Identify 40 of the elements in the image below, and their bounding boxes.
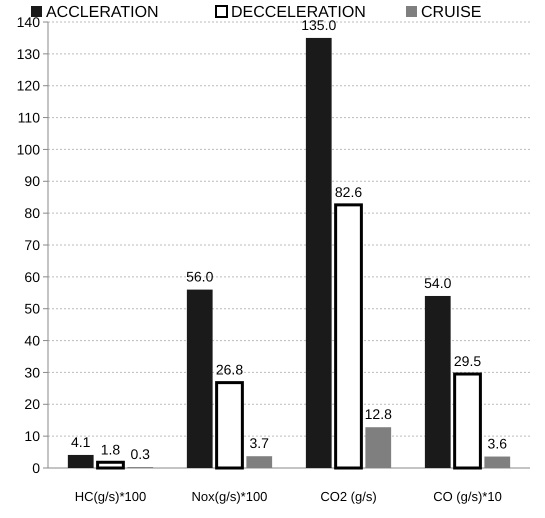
y-tick-label: 20 bbox=[24, 396, 40, 412]
x-tick-label: CO2 (g/s) bbox=[320, 489, 377, 504]
bar bbox=[215, 381, 244, 470]
data-label: 82.6 bbox=[334, 184, 362, 200]
bar bbox=[68, 454, 94, 468]
data-label: 29.5 bbox=[454, 353, 482, 370]
data-label: 56.0 bbox=[186, 268, 214, 285]
y-tick-label: 70 bbox=[24, 236, 40, 253]
data-label: 0.3 bbox=[130, 446, 150, 462]
data-label: 3.6 bbox=[488, 436, 508, 452]
x-tick-label: Nox(g/s)*100 bbox=[192, 489, 268, 504]
data-label: 26.8 bbox=[216, 362, 244, 378]
y-tick-label: 10 bbox=[24, 428, 40, 444]
data-label: 4.1 bbox=[70, 434, 91, 450]
bar bbox=[96, 460, 125, 470]
y-tick-label: 60 bbox=[24, 268, 40, 285]
data-label: 54.0 bbox=[424, 274, 452, 291]
x-tick-label: HC(g/s)*100 bbox=[74, 489, 146, 504]
bar bbox=[186, 290, 213, 468]
data-label: 12.8 bbox=[364, 406, 392, 422]
y-tick-label: 40 bbox=[24, 332, 40, 348]
y-tick-label: 110 bbox=[18, 109, 40, 126]
y-tick-label: 50 bbox=[24, 300, 40, 317]
y-tick-label: 140 bbox=[16, 14, 40, 30]
y-tick-label: 130 bbox=[16, 46, 40, 62]
y-tick-label: 30 bbox=[24, 364, 40, 380]
bar bbox=[306, 38, 332, 468]
y-tick-label: 80 bbox=[24, 205, 40, 222]
data-label: 1.8 bbox=[100, 441, 120, 458]
y-tick-label: 100 bbox=[16, 141, 40, 158]
bar bbox=[334, 203, 363, 470]
bar bbox=[424, 296, 451, 468]
data-label: 3.7 bbox=[250, 435, 270, 452]
y-tick-label: 90 bbox=[24, 173, 40, 190]
legend-label: ACCLERATION bbox=[46, 4, 159, 21]
x-tick-label: CO (g/s)*10 bbox=[433, 489, 502, 504]
y-tick-label: 120 bbox=[16, 78, 40, 94]
y-tick-label: 0 bbox=[32, 460, 40, 476]
legend-label: CRUISE bbox=[421, 4, 482, 21]
bar bbox=[453, 372, 482, 470]
